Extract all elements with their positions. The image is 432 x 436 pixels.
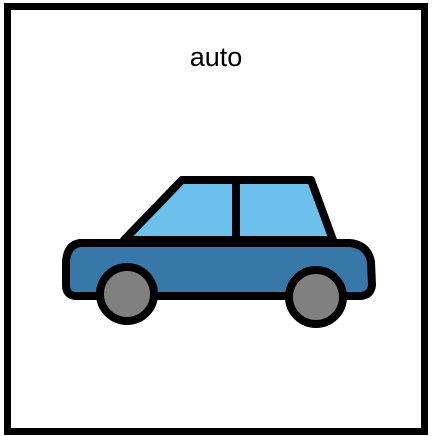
card-label: auto (189, 42, 243, 72)
car-window-rear (232, 176, 337, 244)
car-wheel-rear (285, 266, 347, 328)
car-wheel-front (96, 263, 158, 325)
car-window-front (120, 176, 240, 244)
